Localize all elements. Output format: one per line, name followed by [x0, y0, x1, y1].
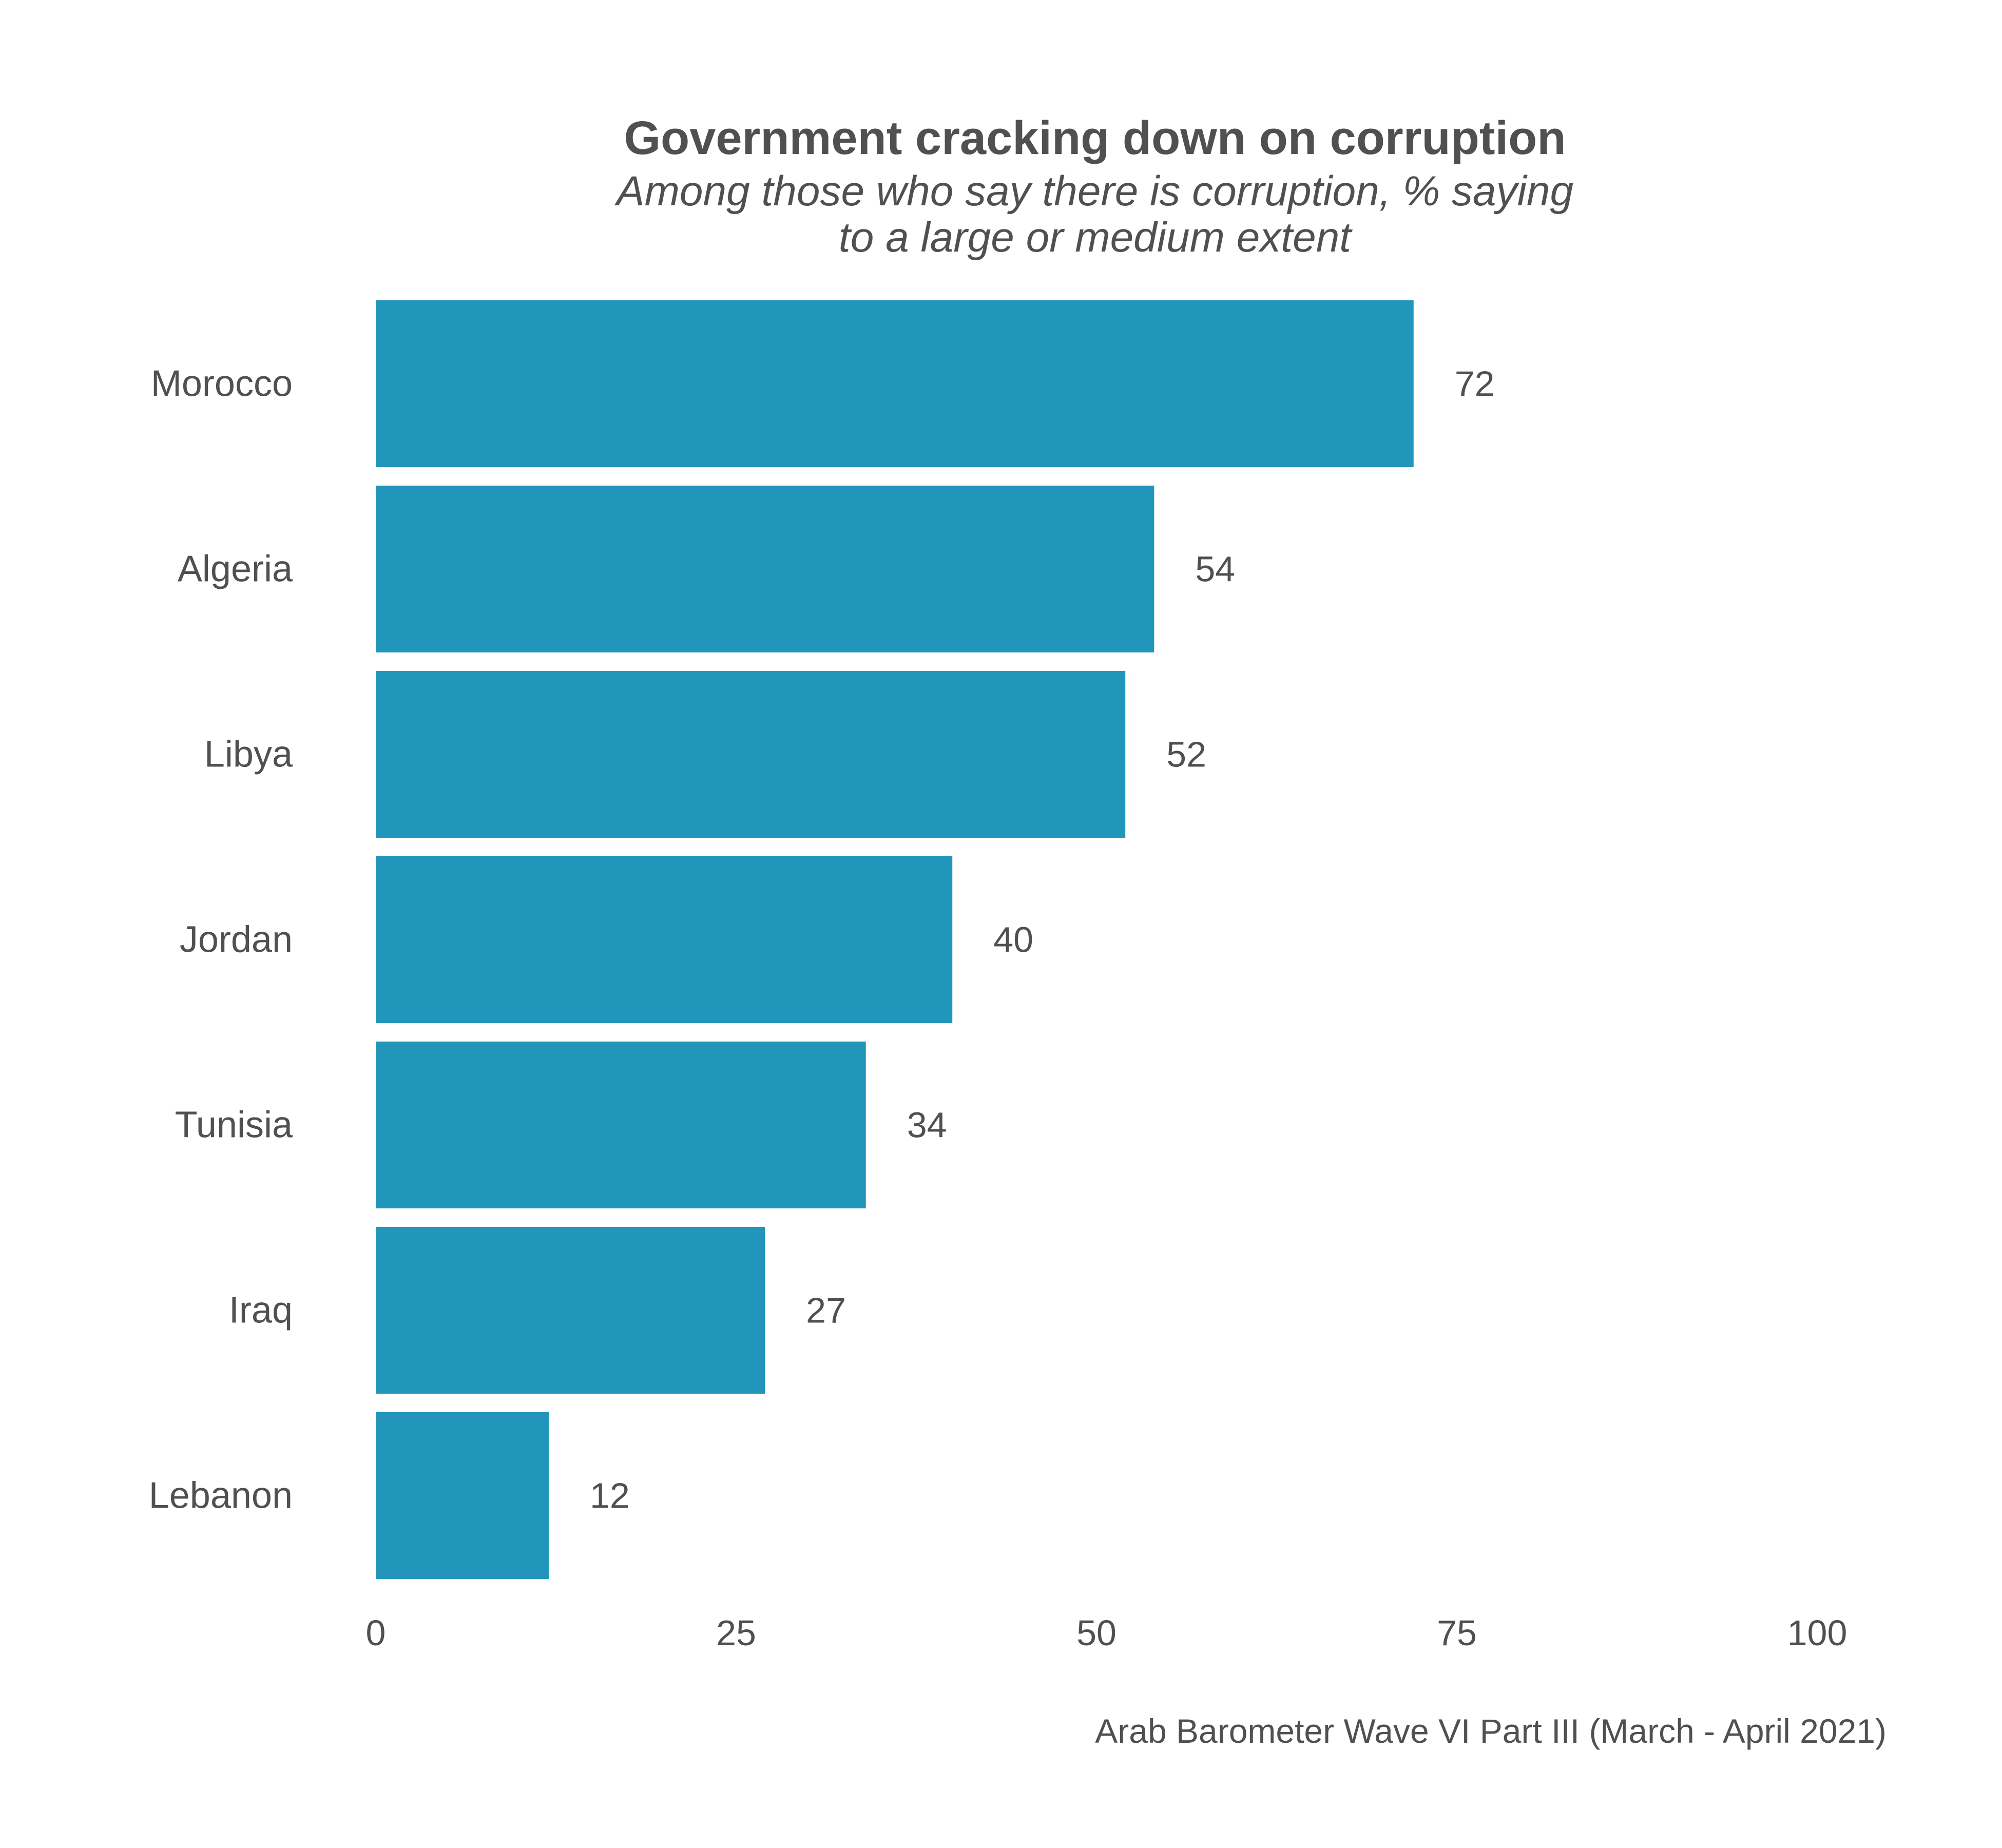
bar-algeria [376, 486, 1154, 652]
x-tick-label-100: 100 [1787, 1613, 1847, 1653]
value-label-morocco: 72 [1455, 364, 1495, 404]
value-label-lebanon: 12 [590, 1476, 630, 1516]
x-tick-label-25: 25 [716, 1613, 756, 1653]
x-axis: 0 25 50 75 100 [366, 1613, 1847, 1653]
bar-morocco [376, 300, 1414, 467]
value-label-jordan: 40 [993, 920, 1033, 960]
source-caption: Arab Barometer Wave VI Part III (March -… [1095, 1712, 1886, 1750]
bar-tunisia [376, 1042, 866, 1208]
bar-jordan [376, 856, 953, 1023]
chart-subtitle-line-1: Among those who say there is corruption,… [614, 168, 1573, 215]
x-tick-label-0: 0 [366, 1613, 386, 1653]
x-tick-label-75: 75 [1437, 1613, 1477, 1653]
category-label-iraq: Iraq [229, 1290, 293, 1331]
chart-title: Government cracking down on corruption [624, 112, 1566, 164]
x-tick-label-50: 50 [1076, 1613, 1116, 1653]
category-label-tunisia: Tunisia [175, 1105, 293, 1146]
category-label-lebanon: Lebanon [149, 1475, 293, 1516]
chart-subtitle-line-2: to a large or medium extent [839, 214, 1353, 261]
category-label-algeria: Algeria [178, 549, 293, 590]
plot-area: Morocco 72 Algeria 54 Libya 52 Jordan 40 Tunisia… [149, 300, 1495, 1579]
bar-libya [376, 671, 1126, 838]
category-label-jordan: Jordan [180, 919, 293, 960]
category-label-morocco: Morocco [151, 363, 293, 405]
value-label-tunisia: 34 [907, 1105, 947, 1145]
value-label-libya: 52 [1166, 735, 1206, 775]
category-label-libya: Libya [204, 734, 293, 775]
bar-lebanon [376, 1412, 549, 1579]
bar-iraq [376, 1227, 765, 1394]
value-label-iraq: 27 [806, 1291, 846, 1331]
value-label-algeria: 54 [1195, 549, 1235, 589]
